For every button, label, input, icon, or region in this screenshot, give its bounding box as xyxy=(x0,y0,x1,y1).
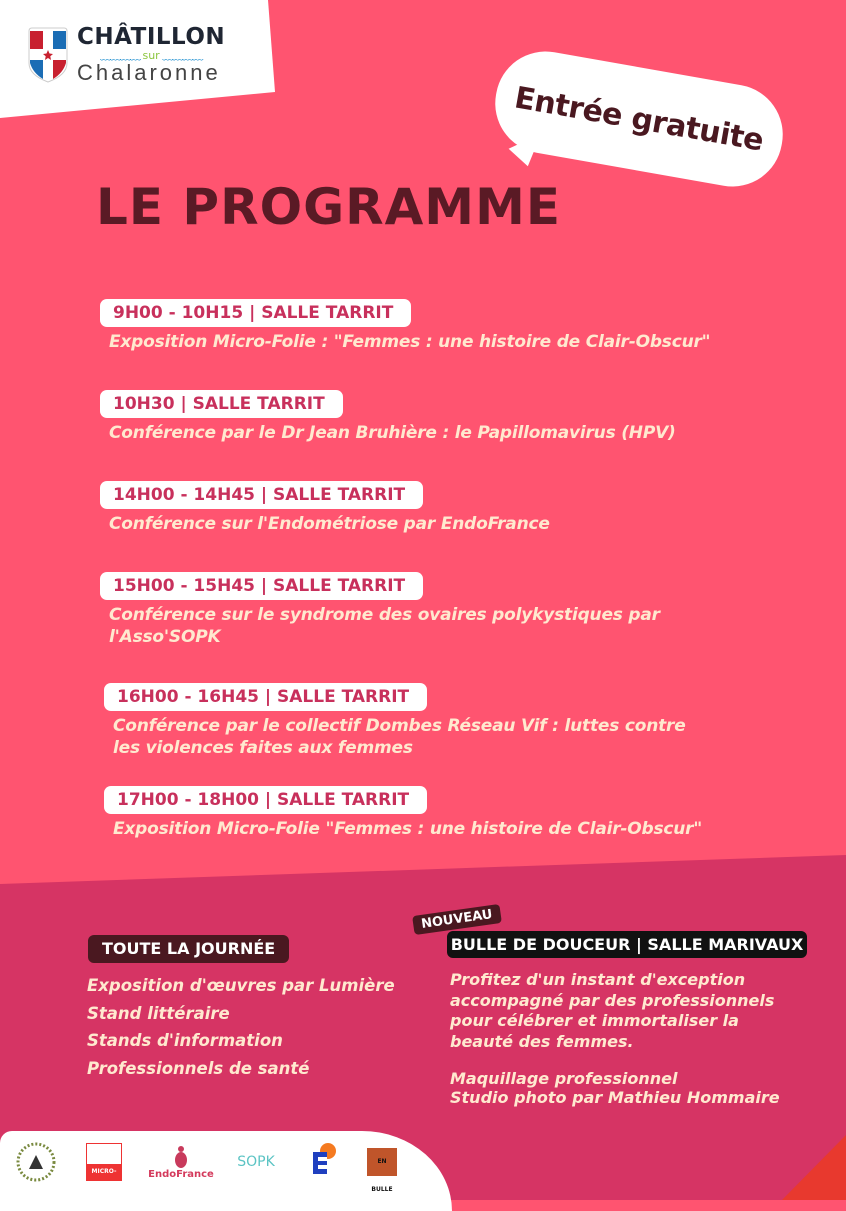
all-day-badge: TOUTE LA JOURNÉE xyxy=(88,935,290,963)
time-badge: 17H00 - 18H00 | SALLE TARRIT xyxy=(104,786,428,814)
event-description: Exposition Micro-Folie "Femmes : une his… xyxy=(113,819,703,839)
schedule-item: 17H00 - 18H00 | SALLE TARRIT Exposition … xyxy=(104,786,702,840)
event-description: l'Asso'SOPK xyxy=(109,627,221,647)
event-description: Conférence sur le syndrome des ovaires p… xyxy=(109,605,660,625)
event-description: Conférence par le Dr Jean Bruhière : le … xyxy=(109,423,676,443)
time-badge: 15H00 - 15H45 | SALLE TARRIT xyxy=(100,572,424,600)
time-badge: 10H30 | SALLE TARRIT xyxy=(100,390,343,418)
logo-line2: sur xyxy=(142,49,160,62)
bulle-line: accompagné par des professionnels xyxy=(450,990,775,1010)
bulle-line: Studio photo par Mathieu Hommaire xyxy=(450,1088,780,1107)
bulle-description: Profitez d'un instant d'exception accomp… xyxy=(450,970,780,1107)
bulle-line: beauté des femmes. xyxy=(450,1031,634,1051)
partner-logo-enbulle: EN BULLE xyxy=(364,1140,400,1193)
partner-logo-sopk: SOPK xyxy=(237,1154,275,1170)
all-day-list: Exposition d'œuvres par Lumière Stand li… xyxy=(87,972,395,1082)
bulle-line: Profitez d'un instant d'exception xyxy=(450,970,746,989)
logo-line1: CHÂTILLON xyxy=(77,24,226,50)
schedule-item: 16H00 - 16H45 | SALLE TARRIT Conférence … xyxy=(104,683,686,759)
page-title: LE PROGRAMME xyxy=(96,178,561,236)
free-entry-text: Entrée gratuite xyxy=(511,79,767,159)
list-item: Professionnels de santé xyxy=(87,1058,310,1078)
partner-logo-microfolie: MICRO-FOLIE xyxy=(86,1140,122,1191)
event-description: Exposition Micro-Folie : "Femmes : une h… xyxy=(109,332,711,352)
logo-line3: Chalaronne xyxy=(77,60,221,85)
schedule-item: 9H00 - 10H15 | SALLE TARRIT Exposition M… xyxy=(100,299,711,353)
town-logo: CHÂTILLON ﹏﹏﹏﹏ sur ﹏﹏﹏﹏ Chalaronne xyxy=(27,26,225,84)
partner-logo-endofrance: EndoFrance xyxy=(148,1140,214,1184)
time-badge: 14H00 - 14H45 | SALLE TARRIT xyxy=(100,481,424,509)
time-badge: 16H00 - 16H45 | SALLE TARRIT xyxy=(104,683,428,711)
event-description: les violences faites aux femmes xyxy=(113,738,413,758)
shield-icon xyxy=(28,27,68,83)
schedule-item: 14H00 - 14H45 | SALLE TARRIT Conférence … xyxy=(100,481,550,535)
speech-bubble: Entrée gratuite xyxy=(487,43,791,195)
event-description: Conférence par le collectif Dombes Résea… xyxy=(113,716,686,736)
schedule-item: 10H30 | SALLE TARRIT Conférence par le D… xyxy=(100,390,676,444)
list-item: Exposition d'œuvres par Lumière xyxy=(87,976,395,995)
bulle-line: Maquillage professionnel xyxy=(450,1069,678,1088)
partner-logo-chatillon xyxy=(14,1140,58,1184)
schedule-item: 15H00 - 15H45 | SALLE TARRIT Conférence … xyxy=(100,572,660,648)
partner-logo-ligue xyxy=(306,1140,342,1184)
bulle-line: pour célébrer et immortaliser la xyxy=(450,1011,739,1030)
list-item: Stand littéraire xyxy=(87,1003,230,1023)
list-item: Stands d'information xyxy=(87,1031,283,1050)
event-description: Conférence sur l'Endométriose par EndoFr… xyxy=(109,514,550,534)
bulle-badge: BULLE DE DOUCEUR | SALLE MARIVAUX xyxy=(447,931,807,958)
time-badge: 9H00 - 10H15 | SALLE TARRIT xyxy=(100,299,412,327)
